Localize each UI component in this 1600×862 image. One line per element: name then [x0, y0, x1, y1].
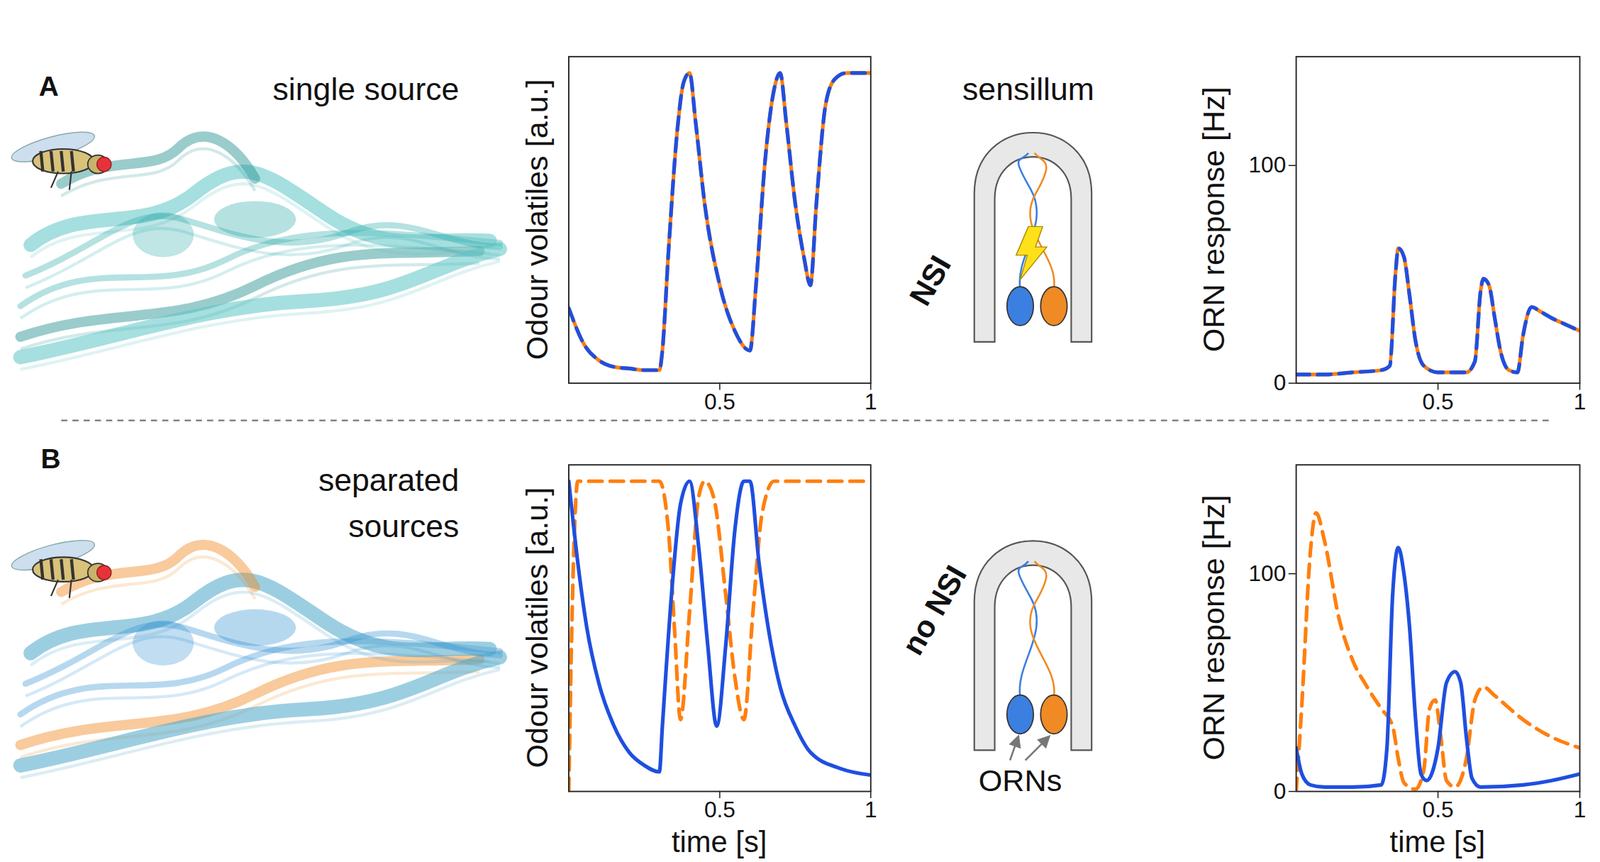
html-text:NSI: NSI: [902, 249, 958, 311]
html-text:time [s]: time [s]: [671, 825, 767, 859]
svg-text:100: 100: [1248, 151, 1286, 178]
html-text:sensillum: sensillum: [962, 71, 1095, 108]
html-text:A: A: [38, 71, 59, 103]
html-text:Odour volatiles [a.u.]: Odour volatiles [a.u.]: [520, 487, 554, 768]
svg-text:0: 0: [1273, 778, 1287, 804]
svg-text:0.5: 0.5: [704, 796, 736, 822]
svg-text:1: 1: [864, 388, 878, 415]
svg-text:100: 100: [1248, 560, 1286, 586]
html-text:separated sources: separated sources: [318, 462, 460, 544]
svg-text:1: 1: [864, 796, 878, 822]
svg-text:1: 1: [1573, 796, 1587, 822]
svg-text:1: 1: [1573, 388, 1587, 415]
html-text:single source: single source: [272, 71, 460, 108]
svg-text:0.5: 0.5: [1422, 796, 1454, 822]
html-text:no NSI: no NSI: [895, 559, 973, 661]
html-text:ORN response [Hz]: ORN response [Hz]: [1196, 494, 1231, 761]
html-text:ORNs: ORNs: [978, 763, 1062, 797]
html-text:ORN response [Hz]: ORN response [Hz]: [1196, 86, 1231, 352]
svg-text:0.5: 0.5: [704, 388, 736, 415]
html-text:B: B: [40, 443, 61, 475]
svg-text:0.5: 0.5: [1422, 388, 1454, 415]
html-text:time [s]: time [s]: [1389, 825, 1486, 859]
html-text:Odour volatiles [a.u.]: Odour volatiles [a.u.]: [520, 79, 554, 360]
svg-text:0: 0: [1273, 369, 1287, 396]
